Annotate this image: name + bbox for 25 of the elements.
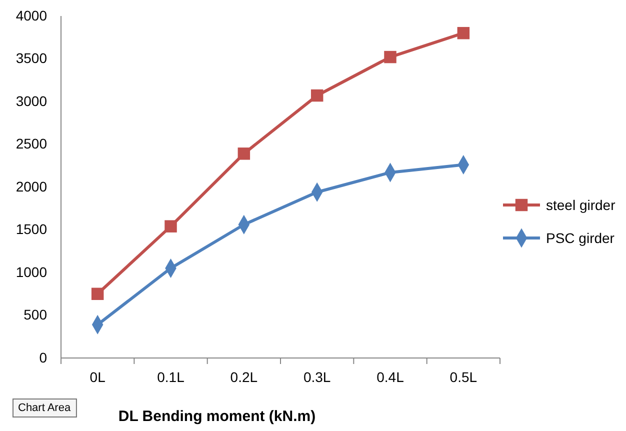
- y-tick-label: 3000: [16, 92, 48, 109]
- y-tick-label: 0: [39, 349, 48, 366]
- point: [457, 26, 470, 40]
- x-axis-title: DL Bending moment (kN.m): [118, 408, 316, 425]
- y-tick-label: 1000: [16, 264, 48, 280]
- x-tick-label: 0.5L: [450, 368, 478, 385]
- y-tick-label: 500: [24, 306, 48, 323]
- x-tick-label: 0.2L: [230, 368, 258, 385]
- point: [164, 220, 177, 232]
- point: [384, 50, 396, 64]
- y-tick-label: 1500: [16, 221, 48, 238]
- x-tick-label: 0.4L: [376, 368, 404, 385]
- point: [238, 148, 250, 160]
- x-tick-label: 0.1L: [157, 368, 185, 385]
- point: [91, 288, 104, 300]
- x-tick-label: 0L: [90, 368, 106, 385]
- x-tick-label: 0.3L: [303, 368, 331, 385]
- y-tick-label: 2000: [16, 178, 48, 194]
- legend-label: PSC girder: [546, 230, 615, 246]
- tooltip-box: Chart Area: [12, 398, 77, 418]
- y-tick-label: 3500: [16, 50, 48, 66]
- y-tick-label: 4000: [16, 7, 48, 24]
- point: [310, 89, 324, 102]
- legend-label: steel girder: [546, 197, 616, 213]
- y-tick-label: 2500: [16, 136, 48, 152]
